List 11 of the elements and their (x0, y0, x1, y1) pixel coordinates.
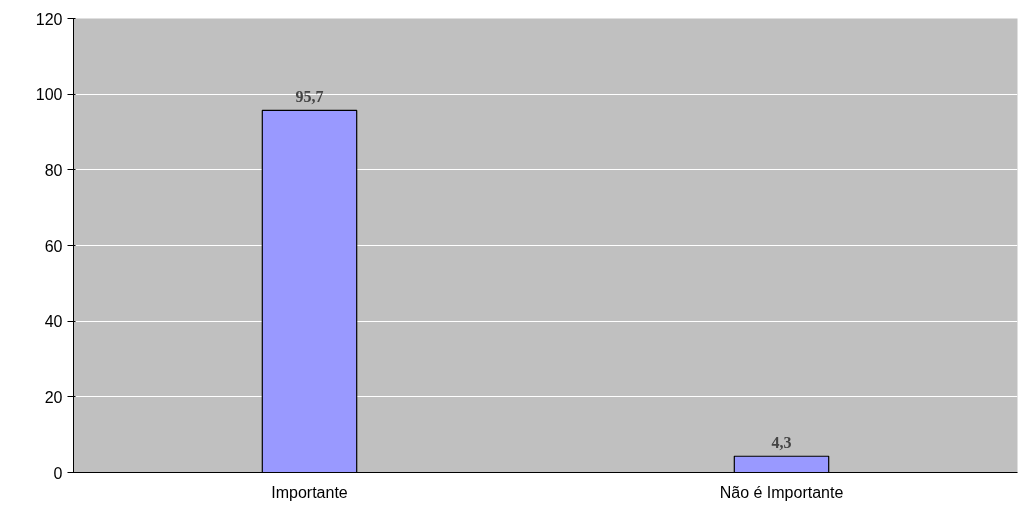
x-tick-label: Importante (271, 483, 348, 501)
y-tick-label: 20 (44, 388, 63, 406)
y-tick-label: 40 (44, 313, 63, 331)
y-tick-label: 80 (44, 161, 63, 179)
y-tick-label: 60 (44, 237, 63, 255)
x-tick-label: Não é Importante (719, 483, 844, 501)
data-label: 95,7 (295, 88, 324, 106)
y-tick-label: 100 (35, 86, 63, 104)
data-label: 4,3 (771, 434, 792, 452)
y-tick-label: 0 (53, 464, 63, 482)
y-tick-label: 120 (35, 10, 63, 28)
